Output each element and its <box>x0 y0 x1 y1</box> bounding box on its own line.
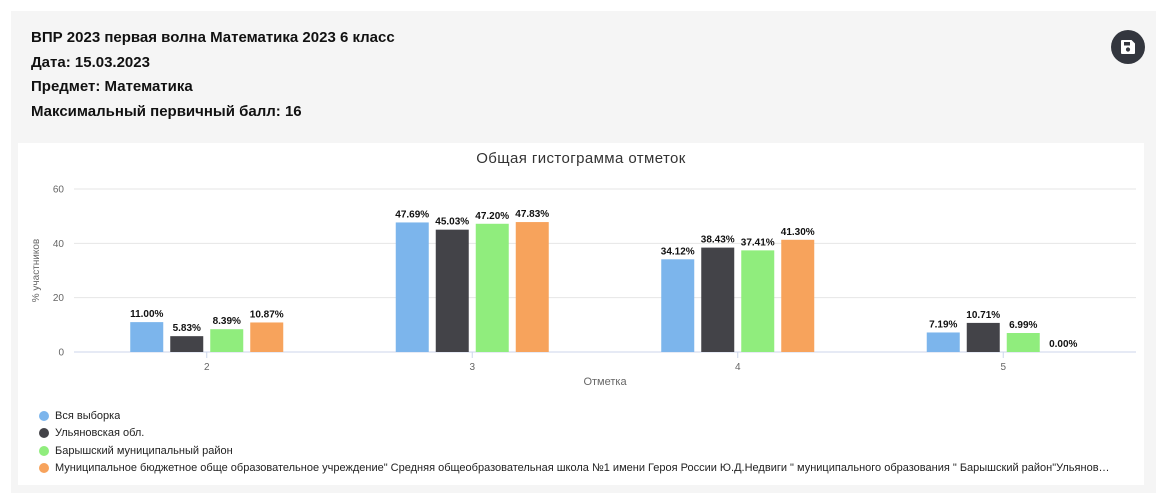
report-subject: Предмет: Математика <box>31 78 193 95</box>
save-button[interactable] <box>1111 30 1145 64</box>
data-label: 11.00% <box>130 309 163 320</box>
data-label: 5.83% <box>173 323 201 334</box>
data-label: 37.41% <box>741 237 775 248</box>
report-date: Дата: 15.03.2023 <box>31 53 150 71</box>
legend-label: Барышский муниципальный район <box>55 444 233 457</box>
data-label: 47.20% <box>475 211 509 222</box>
x-tick-label: 2 <box>204 362 210 373</box>
y-tick-label: 0 <box>58 348 64 359</box>
bar <box>475 223 509 352</box>
x-tick-label: 4 <box>735 362 741 373</box>
data-label: 34.12% <box>661 246 695 257</box>
data-label: 6.99% <box>1009 320 1037 331</box>
bar <box>515 222 549 352</box>
data-label: 47.69% <box>395 209 429 220</box>
data-label: 47.83% <box>515 209 549 220</box>
report-info: ВПР 2023 первая волна Математика 2023 6 … <box>31 26 395 124</box>
data-label: 41.30% <box>781 227 815 238</box>
y-axis-label: % участников <box>31 239 42 303</box>
data-label: 8.39% <box>213 316 241 327</box>
bar <box>210 329 244 352</box>
legend-item[interactable]: Вся выборка <box>39 407 1110 425</box>
bar <box>435 229 469 352</box>
legend-marker <box>39 410 49 421</box>
legend-item[interactable]: Ульяновская обл. <box>39 425 1110 443</box>
bar <box>250 322 284 352</box>
chart-legend: Вся выборка Ульяновская обл. Барышский мун… <box>39 407 1110 477</box>
legend-marker <box>39 445 49 456</box>
bar <box>966 322 1000 352</box>
y-tick-label: 20 <box>53 293 65 304</box>
legend-label: Муниципальное бюджетное обще образовател… <box>55 462 1110 475</box>
data-label: 10.71% <box>966 310 1000 321</box>
report-max-score: Максимальный первичный балл: 16 <box>31 102 302 120</box>
legend-label: Ульяновская обл. <box>55 427 145 440</box>
bar <box>661 259 695 352</box>
legend-label: Вся выборка <box>55 409 121 422</box>
chart-card: Общая гистограмма отметок 0 20 40 60 % участн… <box>18 143 1144 485</box>
bar <box>130 322 164 352</box>
legend-item[interactable]: Барышский муниципальный район <box>39 442 1110 460</box>
bar <box>170 336 204 352</box>
x-tick-label: 5 <box>1000 362 1006 373</box>
bar <box>926 332 960 352</box>
bar <box>741 250 775 352</box>
legend-item[interactable]: Муниципальное бюджетное обще образовател… <box>39 460 1110 478</box>
x-axis-label: Отметка <box>583 376 627 388</box>
y-tick-label: 60 <box>53 185 65 196</box>
bar <box>701 247 735 352</box>
x-tick-label: 3 <box>469 362 475 373</box>
bar <box>395 222 429 352</box>
save-icon <box>1121 40 1135 54</box>
data-label: 10.87% <box>250 309 284 320</box>
y-tick-label: 40 <box>53 239 65 250</box>
bar <box>1006 333 1040 352</box>
data-label: 45.03% <box>435 217 469 228</box>
report-title: ВПР 2023 первая волна Математика 2023 6 … <box>31 29 395 46</box>
legend-marker <box>39 463 49 474</box>
data-label: 0.00% <box>1049 339 1077 350</box>
data-label: 7.19% <box>929 319 957 330</box>
data-label: 38.43% <box>701 235 735 246</box>
histogram-chart: Общая гистограмма отметок 0 20 40 60 % участн… <box>31 150 1136 388</box>
chart-title: Общая гистограмма отметок <box>476 150 686 167</box>
bar <box>781 239 815 352</box>
legend-marker <box>39 428 49 439</box>
